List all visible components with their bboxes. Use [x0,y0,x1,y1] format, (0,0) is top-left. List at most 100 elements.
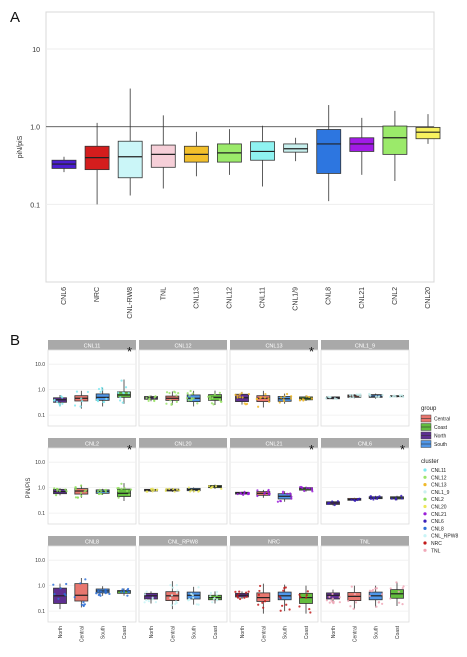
legend-group-label: North [434,434,446,440]
data-point [189,389,192,393]
facet-strip [48,536,136,546]
data-point [389,587,392,590]
facet-TNL: TNL North Central South Coast [320,536,410,642]
data-point [170,604,173,607]
data-point [267,397,270,400]
data-point [61,396,64,399]
facet-xtick-label: South [283,626,289,639]
facet-strip [48,438,136,448]
data-point [308,486,311,490]
data-point [187,486,191,489]
data-point [96,490,100,493]
data-point [372,496,375,499]
panel-a-xtick-label: CNL-RW8 [127,287,134,319]
facet-box-Central-box [74,583,89,602]
data-point [350,585,353,588]
data-point [82,604,85,607]
legend-cluster-label: CNL20 [431,505,447,511]
data-point [380,593,384,596]
data-point [298,605,301,608]
legend: groupCentralCoastNorthSouthclusterCNL11C… [420,406,458,554]
data-point [192,596,195,599]
data-point [207,395,210,398]
facet-CNL13: CNL13 * [229,340,319,427]
facet-xtick-label: Central [79,626,85,642]
data-point [258,589,261,593]
data-point [257,593,261,596]
data-point [397,590,400,593]
data-point [116,487,119,490]
data-point [236,492,239,496]
legend-group-label: Coast [434,425,448,431]
panel-label-a: A [10,9,20,26]
data-point [148,398,151,401]
facet-title: CNL13 [265,344,282,350]
data-point [261,601,264,604]
data-point [398,601,401,604]
data-point [299,595,302,599]
data-point [311,490,314,493]
legend-cluster-label: TNL [431,548,441,554]
data-point [165,391,169,394]
data-point [378,495,381,498]
data-point [57,597,60,600]
facet-xtick-label: Coast [304,625,310,639]
data-point [210,402,214,405]
data-point [310,397,314,400]
legend-cluster-key [423,541,427,545]
data-point [338,596,341,599]
data-point [64,488,67,491]
facet-title: CNL12 [174,344,191,350]
data-point [195,603,198,606]
data-point [331,500,334,503]
facet-ytick-label: 0.1 [38,511,45,517]
data-point [61,402,64,405]
facet-CNL11: CNL11 0.1 1.0 10.0 * [35,340,137,427]
data-point [218,391,221,394]
significance-star: * [309,344,314,359]
data-point [79,491,83,495]
data-point [145,396,148,400]
data-point [99,590,103,593]
data-point [290,395,293,398]
data-point [169,596,172,600]
facet-CNL_RPW8: CNL_RPW8 North Central South Coast [138,536,228,642]
data-point [239,492,243,495]
data-point [108,592,111,596]
data-point [355,393,358,396]
facet-ytick-label: 1.0 [38,486,45,492]
data-point [245,591,248,594]
data-point [279,499,282,503]
data-point [349,605,352,608]
legend-cluster-label: CNL_RPW8 [431,534,458,540]
data-point [192,397,195,400]
panel-a-box-CNL2-box [382,125,408,155]
data-point [168,487,171,490]
legend-cluster-label: CNL8 [431,526,444,532]
facet-title: CNL11 [84,344,101,350]
data-point [391,395,395,398]
data-point [332,600,335,604]
data-point [117,391,120,394]
data-point [256,494,259,498]
data-point [213,393,216,396]
data-point [256,397,259,401]
data-point [56,488,59,491]
data-point [400,394,404,397]
data-point [170,594,174,597]
data-point [238,590,241,593]
data-point [347,599,350,603]
data-point [236,394,239,397]
data-point [99,390,102,394]
data-point [54,494,58,497]
data-point [74,488,77,491]
data-point [120,487,123,490]
data-point [243,596,246,599]
data-point [146,490,149,493]
data-point [215,590,219,593]
data-point [95,398,98,401]
data-point [119,399,122,402]
data-point [121,401,124,404]
facet-xtick-label: North [240,626,246,638]
